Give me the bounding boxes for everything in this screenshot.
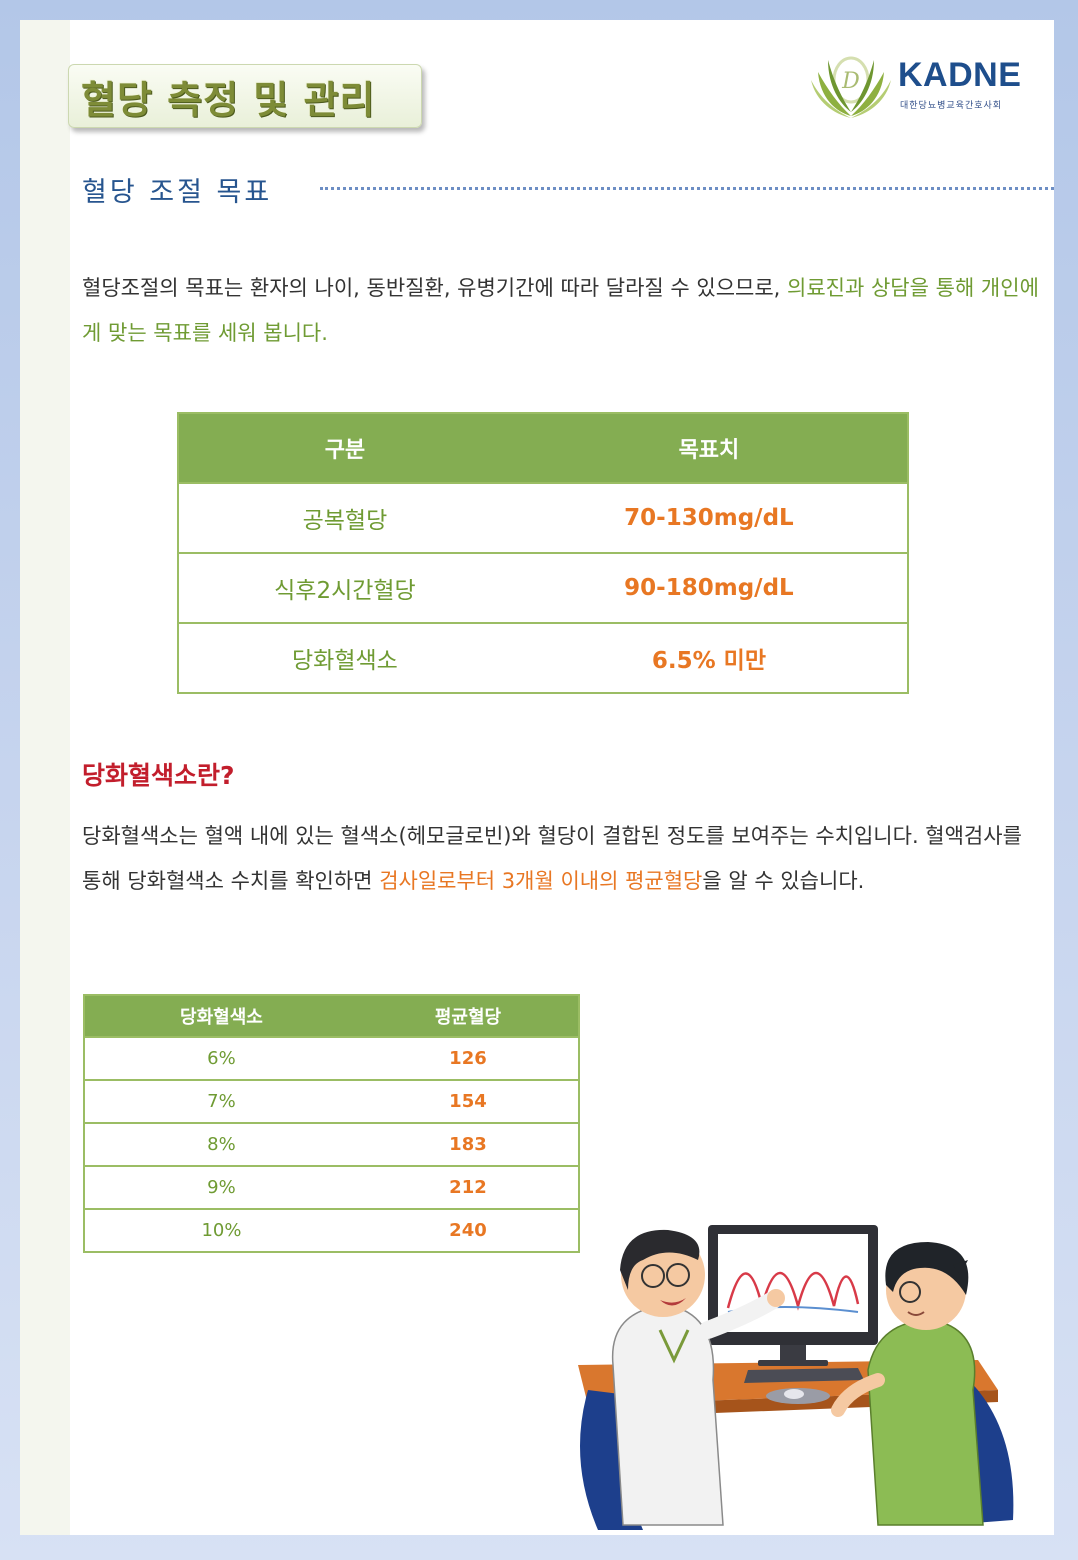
hba1c-text: 당화혈색소는 혈액 내에 있는 혈색소(헤모글로빈)와 혈당이 결합된 정도를 … <box>82 824 1022 893</box>
avg-glucose-value: 212 <box>357 1165 579 1209</box>
page-margin <box>20 20 70 1535</box>
goal-category: 식후2시간혈당 <box>178 552 511 623</box>
hba1c-value: 9% <box>84 1165 358 1209</box>
hba1c-paragraph: 당화혈색소는 혈액 내에 있는 혈색소(헤모글로빈)와 혈당이 결합된 정도를 … <box>82 814 1024 904</box>
table-row: 7% 154 <box>84 1079 579 1123</box>
avg-glucose-table: 당화혈색소 평균혈당 6% 126 7% 154 8% 183 9% 212 1… <box>83 994 580 1253</box>
goal-header-category: 구분 <box>178 413 511 483</box>
hba1c-value: 7% <box>84 1079 358 1123</box>
avg-header-glucose: 평균혈당 <box>357 995 579 1037</box>
goal-header-target: 목표치 <box>510 413 908 483</box>
table-row: 9% 212 <box>84 1165 579 1209</box>
goal-category: 당화혈색소 <box>178 622 511 693</box>
goal-category: 공복혈당 <box>178 482 511 553</box>
goal-target: 6.5% 미만 <box>510 622 908 693</box>
goal-target: 90-180mg/dL <box>510 552 908 623</box>
avg-header-hba1c: 당화혈색소 <box>84 995 358 1037</box>
avg-glucose-value: 183 <box>357 1122 579 1166</box>
goal-table: 구분 목표치 공복혈당 70-130mg/dL 식후2시간혈당 90-180mg… <box>177 412 909 694</box>
table-row: 10% 240 <box>84 1208 579 1252</box>
page-title: 혈당 측정 및 관리 <box>81 77 376 122</box>
goal-target: 70-130mg/dL <box>510 482 908 553</box>
hba1c-value: 8% <box>84 1122 358 1166</box>
hba1c-text-end: 을 알 수 있습니다. <box>702 869 865 893</box>
table-row: 6% 126 <box>84 1036 579 1080</box>
intro-paragraph: 혈당조절의 목표는 환자의 나이, 동반질환, 유병기간에 따라 달라질 수 있… <box>82 266 1044 356</box>
section-heading: 혈당 조절 목표 <box>82 177 273 208</box>
heading-divider <box>320 187 1054 190</box>
avg-glucose-value: 154 <box>357 1079 579 1123</box>
intro-text: 혈당조절의 목표는 환자의 나이, 동반질환, 유병기간에 따라 달라질 수 있… <box>82 276 788 300</box>
title-banner: 혈당 측정 및 관리 <box>68 64 422 128</box>
goal-table-header: 구분 목표치 <box>178 413 908 483</box>
table-row: 식후2시간혈당 90-180mg/dL <box>178 552 908 623</box>
intro-highlight: 의료진과 상담을 통해 개인에게 맞는 목표를 세워 봅니다. <box>82 276 1039 345</box>
avg-table-header: 당화혈색소 평균혈당 <box>84 995 579 1037</box>
table-row: 당화혈색소 6.5% 미만 <box>178 622 908 693</box>
hba1c-highlight: 검사일로부터 3개월 이내의 평균혈당 <box>379 869 703 893</box>
hba1c-value: 10% <box>84 1208 358 1252</box>
logo-subtitle: 대한당뇨병교육간호사회 <box>900 101 1003 111</box>
hba1c-question: 당화혈색소란? <box>82 761 235 790</box>
doctor-patient-illustration <box>578 1225 1014 1530</box>
avg-glucose-value: 240 <box>357 1208 579 1252</box>
avg-glucose-value: 126 <box>357 1036 579 1080</box>
svg-text:D: D <box>841 69 860 94</box>
laurel-emblem-icon: D <box>811 56 891 118</box>
hba1c-value: 6% <box>84 1036 358 1080</box>
table-row: 8% 183 <box>84 1122 579 1166</box>
logo-name: KADNE <box>898 56 1022 94</box>
document-page: 혈당 측정 및 관리 D KADNE 대한당뇨병교육간호사회 혈당 조절 목표 … <box>20 20 1054 1535</box>
table-row: 공복혈당 70-130mg/dL <box>178 482 908 553</box>
kadne-logo: D KADNE 대한당뇨병교육간호사회 <box>806 50 1031 120</box>
